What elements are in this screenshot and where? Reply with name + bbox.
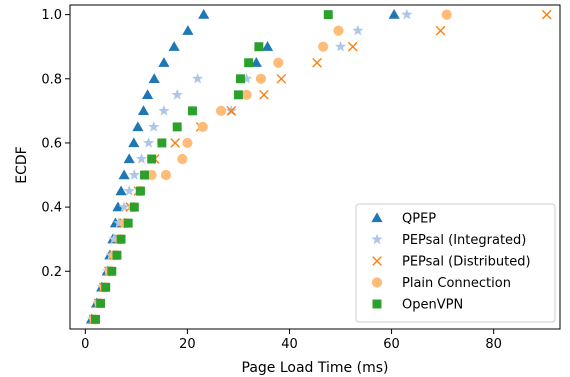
data-point-pepsal-integrated	[113, 217, 125, 228]
data-point-openvpn	[157, 138, 167, 148]
series-openvpn	[91, 10, 333, 324]
legend-label-plain-connection: Plain Connection	[402, 276, 511, 291]
x-tick-label: 80	[485, 337, 502, 352]
data-point-pepsal-integrated	[135, 153, 148, 164]
x-axis-label: Page Load Time (ms)	[242, 360, 389, 376]
data-point-qpep	[115, 185, 127, 196]
data-point-pepsal-integrated	[128, 169, 140, 180]
data-point-qpep	[198, 9, 210, 19]
data-point-qpep	[118, 169, 130, 180]
data-point-openvpn	[233, 90, 243, 100]
data-point-qpep	[388, 9, 400, 19]
legend-marker-pepsal-integrated	[371, 233, 383, 245]
data-point-pepsal-integrated	[241, 72, 253, 84]
data-point-plain-connection	[197, 121, 208, 132]
data-point-plain-connection	[333, 25, 344, 36]
data-point-openvpn	[244, 58, 254, 68]
data-point-qpep	[158, 57, 170, 67]
data-point-openvpn	[254, 42, 264, 52]
y-tick-label: 0.2	[41, 265, 62, 280]
data-point-plain-connection	[255, 73, 266, 84]
data-point-qpep	[132, 121, 144, 132]
y-tick-label: 0.6	[41, 136, 62, 151]
x-tick-label: 40	[281, 337, 298, 352]
data-point-plain-connection	[160, 169, 172, 181]
data-point-openvpn	[112, 250, 122, 260]
data-point-openvpn	[147, 154, 157, 164]
data-point-qpep	[128, 137, 140, 148]
data-point-openvpn	[188, 106, 197, 116]
data-point-qpep	[250, 57, 262, 67]
data-point-qpep	[168, 41, 180, 51]
data-point-pepsal-distributed	[347, 41, 358, 52]
data-point-plain-connection	[318, 41, 329, 52]
x-tick-label: 0	[81, 337, 89, 352]
data-point-openvpn	[135, 186, 145, 196]
data-point-pepsal-integrated	[108, 233, 120, 244]
data-point-pepsal-integrated	[192, 72, 204, 84]
legend-label-pepsal-integrated: PEPsal (Integrated)	[402, 233, 526, 248]
data-point-pepsal-integrated	[118, 201, 130, 212]
data-point-qpep	[142, 89, 154, 100]
data-point-openvpn	[116, 234, 126, 244]
data-point-openvpn	[172, 122, 182, 132]
data-point-plain-connection	[177, 153, 188, 165]
legend-label-pepsal-distributed: PEPsal (Distributed)	[402, 255, 531, 270]
data-point-pepsal-distributed	[276, 73, 287, 84]
data-point-pepsal-distributed	[170, 138, 180, 148]
data-point-openvpn	[123, 218, 133, 228]
data-point-pepsal-distributed	[259, 89, 269, 100]
data-point-pepsal-integrated	[143, 137, 155, 148]
data-markers	[85, 8, 552, 325]
data-point-openvpn	[96, 298, 106, 308]
y-tick-label: 1.0	[41, 8, 62, 23]
data-point-plain-connection	[146, 169, 157, 181]
data-point-plain-connection	[182, 137, 193, 149]
data-point-pepsal-distributed	[226, 106, 237, 116]
data-point-plain-connection	[241, 89, 252, 100]
y-tick-label: 0.8	[41, 72, 62, 87]
data-point-openvpn	[323, 10, 333, 20]
y-tick-label: 0.4	[41, 201, 62, 216]
data-point-qpep	[137, 105, 150, 116]
data-point-pepsal-integrated	[352, 24, 364, 36]
data-point-qpep	[148, 73, 160, 83]
data-point-openvpn	[101, 282, 111, 292]
data-point-qpep	[182, 25, 194, 35]
data-point-pepsal-integrated	[123, 185, 135, 196]
legend-marker-plain-connection	[371, 277, 383, 288]
y-axis-label: ECDF	[14, 146, 30, 183]
x-tick-label: 60	[383, 337, 400, 352]
data-point-qpep	[261, 41, 274, 51]
data-point-pepsal-integrated	[171, 88, 183, 100]
data-point-plain-connection	[215, 105, 227, 116]
data-point-pepsal-integrated	[334, 40, 347, 52]
legend-box	[355, 203, 556, 323]
data-point-pepsal-integrated	[401, 8, 413, 20]
data-point-pepsal-integrated	[148, 121, 160, 132]
data-point-openvpn	[236, 74, 245, 84]
legend-marker-qpep	[371, 212, 383, 223]
data-point-pepsal-distributed	[435, 25, 446, 36]
data-point-qpep	[123, 153, 135, 164]
legend-marker-pepsal-distributed	[372, 256, 382, 266]
legend-label-qpep: QPEP	[402, 212, 436, 227]
data-point-plain-connection	[441, 9, 452, 20]
data-point-plain-connection	[273, 57, 284, 68]
data-point-openvpn	[91, 314, 100, 324]
data-point-pepsal-distributed	[312, 57, 322, 68]
x-tick-label: 20	[179, 337, 196, 352]
legend-marker-openvpn	[372, 299, 382, 309]
legend: QPEP PEPsal (Integrated) PEPsal (Distribut…	[355, 203, 556, 323]
data-point-openvpn	[107, 266, 117, 276]
data-point-qpep	[112, 201, 124, 212]
data-point-pepsal-distributed	[541, 9, 552, 20]
legend-label-openvpn: OpenVPN	[402, 298, 463, 313]
data-point-pepsal-integrated	[158, 104, 170, 116]
data-point-openvpn	[129, 202, 139, 212]
axes: 0 20 40 60 80 0.2 0.4 0.6 0.8 1.0	[41, 8, 502, 352]
data-point-openvpn	[140, 170, 149, 180]
